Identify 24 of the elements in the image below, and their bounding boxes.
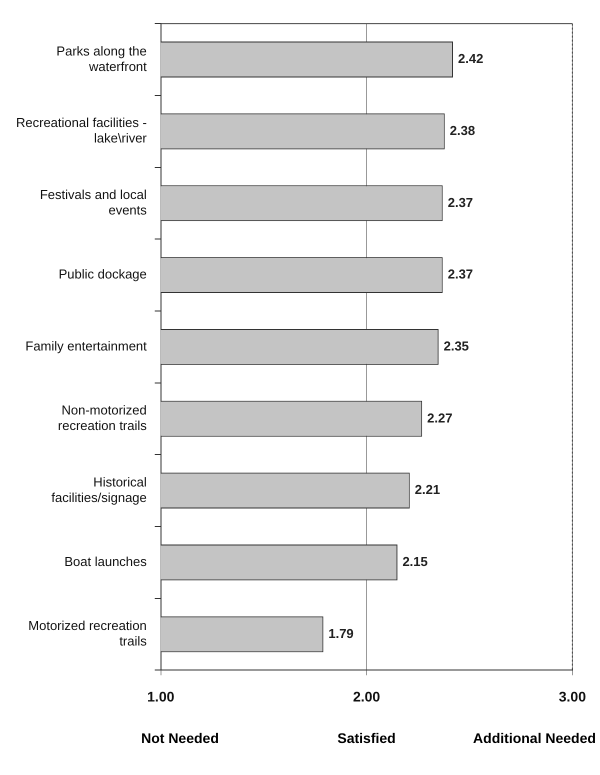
- y-tick-label: Historical facilities/signage: [51, 474, 147, 505]
- x-tick-label: 1.00: [147, 688, 175, 704]
- x-tick-label: 2.00: [352, 688, 380, 704]
- text: Satisfied: [337, 730, 396, 746]
- y-tick-label: Public dockage: [58, 266, 147, 282]
- y-tick-label: Parks along the waterfront: [56, 43, 148, 74]
- x-tick-label: 3.00: [558, 688, 586, 704]
- y-tick-label: Family entertainment: [25, 338, 148, 354]
- y-tick-label: Boat launches: [64, 554, 148, 570]
- y-tick-label: Recreational facilities - lake\river: [16, 115, 148, 146]
- data-label: 2.27: [427, 410, 452, 426]
- data-label: 2.37: [448, 266, 474, 282]
- data-label: 2.42: [458, 51, 484, 66]
- data-label: 2.37: [448, 194, 474, 210]
- data-label: 2.15: [402, 554, 428, 570]
- y-tick-label: Non-motorized recreation trails: [58, 402, 148, 434]
- y-tick-label: Festivals and local events: [40, 186, 148, 218]
- text: Additional Needed: [473, 730, 596, 746]
- data-label: 1.79: [328, 626, 354, 641]
- data-label: 2.35: [444, 338, 469, 354]
- y-tick-label: Motorized recreation trails: [28, 618, 148, 649]
- data-label: 2.21: [414, 482, 440, 498]
- data-label: 2.38: [450, 122, 476, 138]
- text: Not Needed: [141, 730, 219, 746]
